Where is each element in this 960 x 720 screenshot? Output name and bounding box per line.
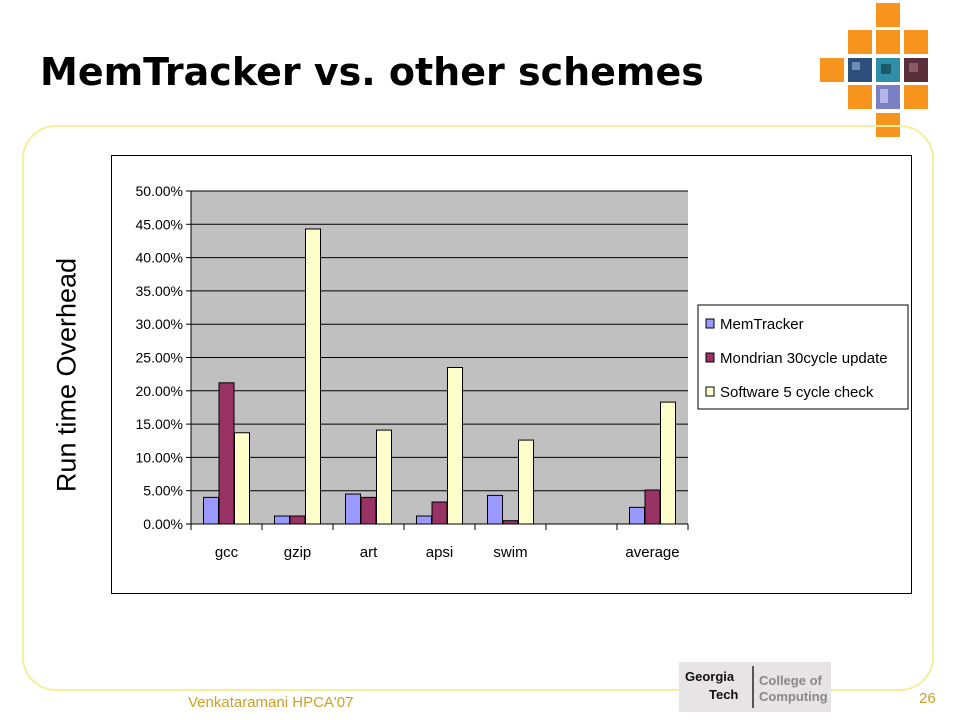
bar-mondrian — [502, 520, 519, 525]
y-tick-label: 15.00% — [136, 416, 183, 432]
bar-mondrian — [644, 489, 661, 525]
x-tick-label: swim — [493, 544, 527, 561]
bar-mondrian — [360, 496, 377, 525]
decorative-tile-graphic — [820, 3, 928, 137]
page-number: 26 — [919, 690, 936, 707]
y-tick-label: 20.00% — [136, 383, 183, 399]
legend-swatch — [705, 318, 715, 329]
logo-text-college: College of — [759, 673, 822, 688]
legend-swatch — [705, 352, 715, 363]
y-tick-label: 10.00% — [136, 449, 183, 465]
y-tick-label: 45.00% — [136, 216, 183, 232]
y-tick-label: 25.00% — [136, 350, 183, 366]
x-tick-label: gzip — [284, 544, 312, 561]
logo-divider — [752, 666, 754, 708]
bar-software — [660, 401, 676, 525]
legend-box — [697, 304, 909, 410]
logo-text-computing: Computing — [759, 689, 828, 704]
x-tick-label: apsi — [426, 544, 454, 561]
bar-mondrian — [218, 382, 235, 525]
bar-software — [234, 432, 250, 525]
bar-memtracker — [274, 515, 290, 525]
y-tick-label: 40.00% — [136, 250, 183, 266]
bar-mondrian — [431, 501, 448, 525]
slide-title: MemTracker vs. other schemes — [40, 50, 704, 94]
y-axis-title: Run time Overhead — [51, 257, 82, 493]
footer-author: Venkataramani HPCA'07 — [188, 694, 354, 711]
y-axis-title-container: Run time Overhead — [46, 230, 88, 520]
y-tick-label: 5.00% — [143, 483, 183, 499]
y-tick-label: 0.00% — [143, 516, 183, 532]
y-tick-label: 30.00% — [136, 316, 183, 332]
bar-software — [376, 429, 392, 525]
bar-memtracker — [203, 496, 219, 525]
bar-software — [518, 439, 534, 525]
bar-memtracker — [416, 515, 432, 525]
bar-software — [447, 366, 463, 525]
logo-text-georgia: Georgia — [685, 669, 735, 684]
legend-label: Mondrian 30cycle update — [720, 350, 888, 367]
logo-text-tech: Tech — [709, 687, 739, 702]
bar-software — [305, 228, 321, 525]
legend-label: Software 5 cycle check — [720, 384, 874, 401]
x-tick-label: art — [360, 544, 378, 561]
legend-swatch — [705, 386, 715, 397]
y-tick-label: 50.00% — [136, 183, 183, 199]
legend-label: MemTracker — [720, 316, 804, 333]
bar-memtracker — [345, 493, 361, 525]
bar-mondrian — [289, 515, 306, 525]
georgia-tech-logo: Georgia Tech College of Computing — [679, 662, 831, 712]
y-tick-label: 35.00% — [136, 283, 183, 299]
content-frame — [22, 125, 934, 691]
bar-memtracker — [487, 494, 503, 525]
bar-chart: 0.00% 5.00% 10.00% 15.00% 20.00% 25.00% 30.00%… — [111, 155, 912, 594]
x-tick-label: gcc — [215, 544, 239, 561]
x-tick-label: average — [625, 544, 679, 561]
bar-memtracker — [629, 506, 645, 525]
